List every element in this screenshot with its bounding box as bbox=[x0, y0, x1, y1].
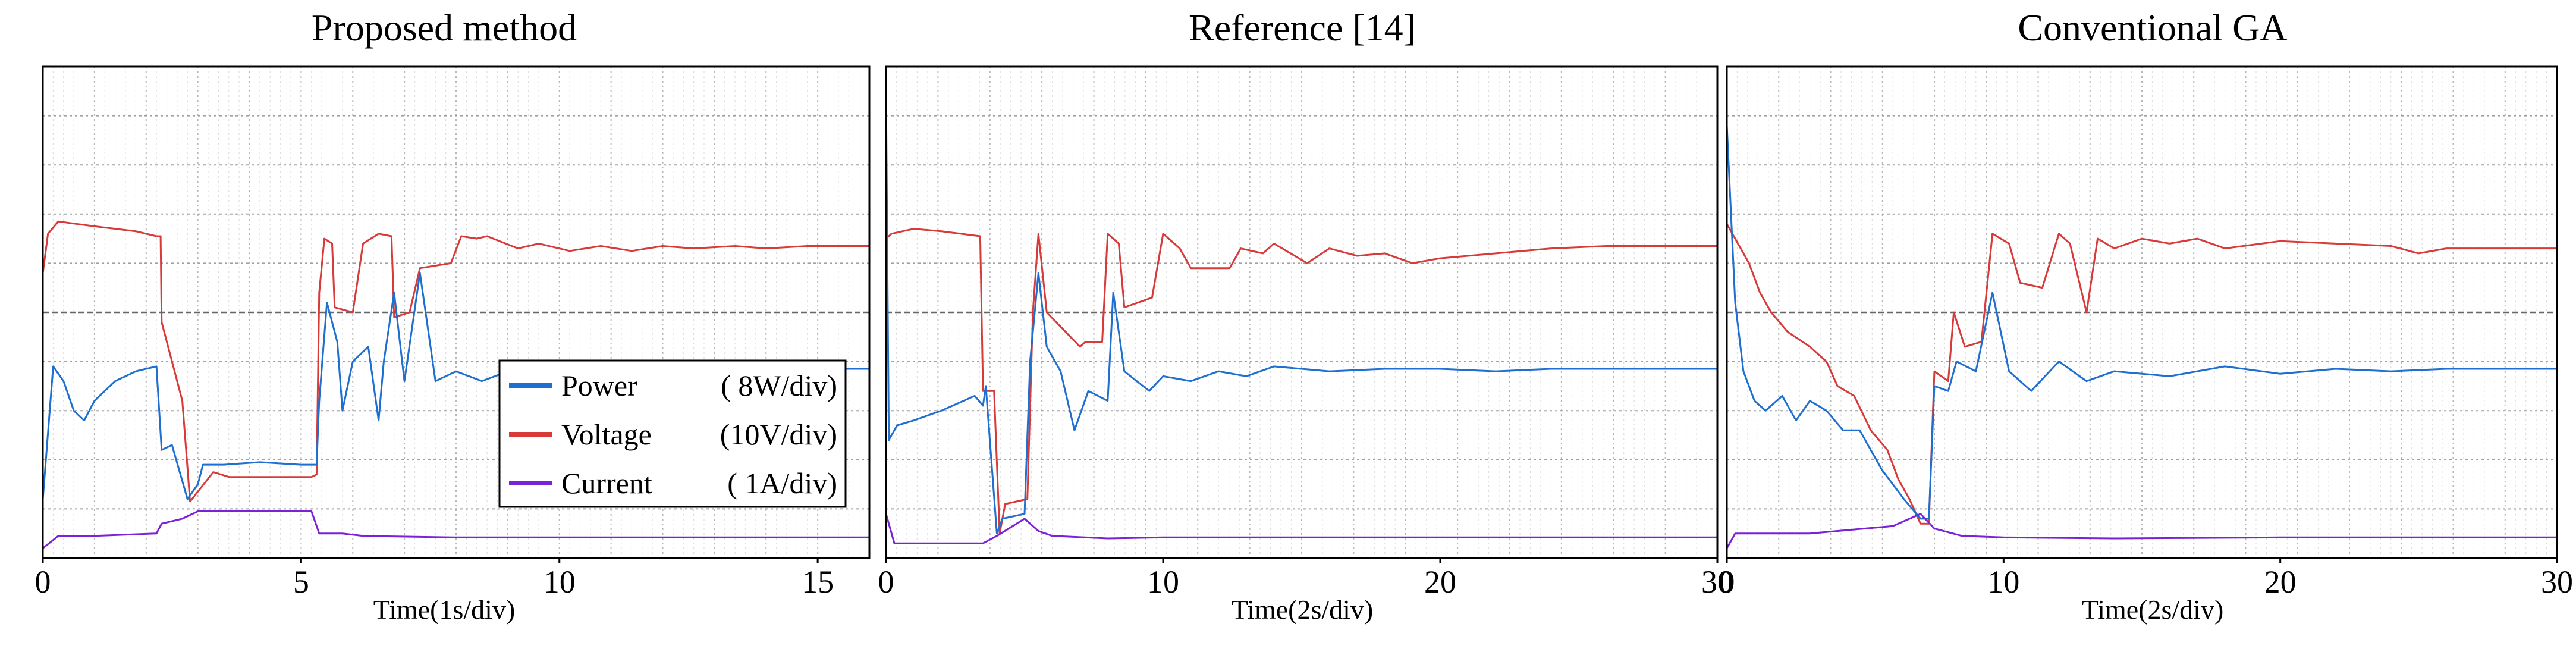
plot-frame bbox=[1726, 65, 2558, 559]
series-line-power bbox=[1726, 126, 2557, 520]
x-tick-label: 10 bbox=[1987, 564, 2019, 600]
x-tick-label: 0 bbox=[878, 564, 894, 600]
series-line-voltage bbox=[42, 220, 869, 503]
panel-reference-14: Reference [14] 0 10 20 30 Time(2s/div) bbox=[878, 7, 1734, 625]
x-tick-label: 15 bbox=[802, 564, 834, 600]
series-line-power bbox=[885, 91, 1717, 535]
legend-voltage-scale: (10V/div) bbox=[720, 418, 837, 451]
x-tick-label: 0 bbox=[35, 564, 51, 600]
plot-series bbox=[885, 91, 1717, 544]
panel-title: Reference [14] bbox=[1189, 7, 1416, 49]
x-axis-label: Time(2s/div) bbox=[1232, 594, 1374, 625]
legend-item-voltage: Voltage (10V/div) bbox=[509, 418, 837, 451]
x-tick-label: 5 bbox=[293, 564, 309, 600]
x-tick-label: 0 bbox=[1719, 564, 1735, 600]
panel-title: Proposed method bbox=[312, 7, 577, 49]
legend-current-label: Current bbox=[561, 466, 652, 500]
legend-power-label: Power bbox=[561, 369, 637, 402]
x-tick-label: 10 bbox=[1147, 564, 1179, 600]
plot-series bbox=[1726, 126, 2557, 549]
x-tick-label: 30 bbox=[1701, 564, 1733, 600]
series-line-current bbox=[885, 513, 1717, 544]
series-line-voltage bbox=[1726, 223, 2557, 525]
legend: Power ( 8W/div) Voltage (10V/div) Curren… bbox=[498, 359, 847, 508]
panel-conventional-ga: Conventional GA 0 10 20 30 Time(2s/div) bbox=[1719, 7, 2574, 625]
legend-box bbox=[498, 359, 847, 508]
panel-title: Conventional GA bbox=[2018, 7, 2287, 49]
legend-power-scale: ( 8W/div) bbox=[721, 369, 837, 402]
plot-grid bbox=[1727, 67, 2557, 558]
series-line-voltage bbox=[885, 228, 1717, 535]
series-line-current bbox=[1726, 513, 2557, 549]
legend-current-scale: ( 1A/div) bbox=[727, 466, 837, 500]
plot-grid bbox=[886, 67, 1717, 558]
x-axis-label: Time(1s/div) bbox=[373, 594, 516, 625]
legend-item-power: Power ( 8W/div) bbox=[509, 369, 837, 402]
series-line-current bbox=[42, 510, 869, 549]
x-tick-label: 10 bbox=[544, 564, 576, 600]
legend-voltage-label: Voltage bbox=[561, 418, 652, 451]
x-tick-label: 20 bbox=[1424, 564, 1456, 600]
x-tick-labels: 0 10 20 30 bbox=[1719, 558, 2573, 600]
plot-frame bbox=[42, 65, 871, 559]
x-axis-label: Time(2s/div) bbox=[2082, 594, 2224, 625]
legend-item-current: Current ( 1A/div) bbox=[509, 466, 837, 500]
x-tick-label: 20 bbox=[2264, 564, 2297, 600]
plot-frame bbox=[885, 65, 1719, 559]
x-tick-labels: 0 10 20 30 bbox=[878, 558, 1733, 600]
x-tick-labels: 0 5 10 15 bbox=[35, 558, 834, 600]
panel-proposed-method: Proposed method 0 5 10 15 Time(1s/div) Powe… bbox=[35, 7, 871, 625]
x-tick-label: 30 bbox=[2541, 564, 2573, 600]
